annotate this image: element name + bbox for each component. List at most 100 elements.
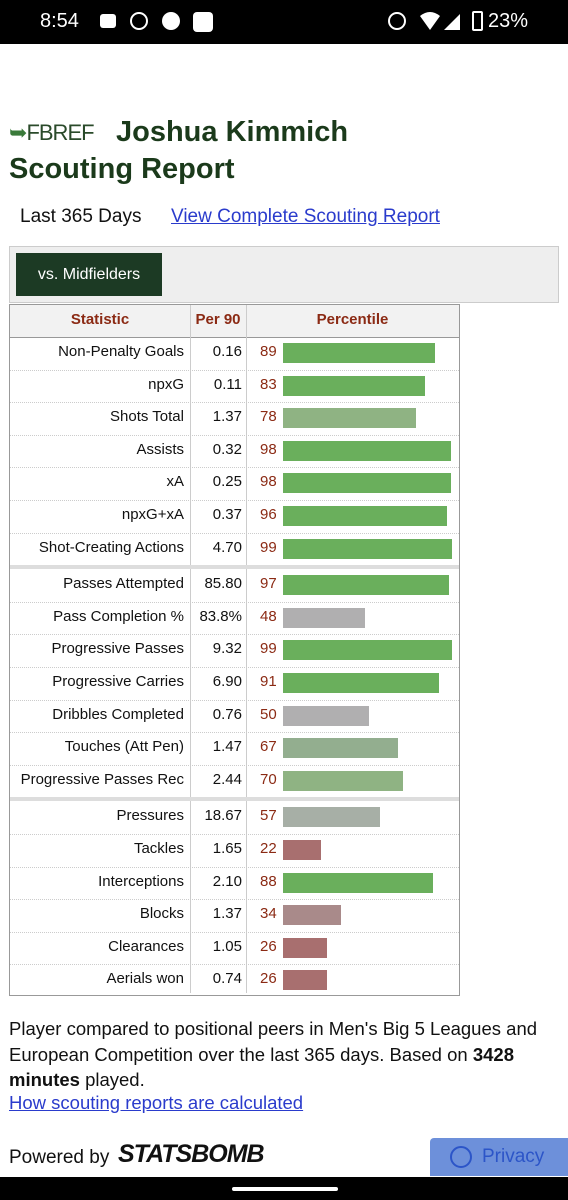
- tab-button[interactable]: vs. Midfielders: [16, 253, 162, 296]
- percentile: 57: [260, 807, 277, 825]
- stat-name: Aerials won: [106, 970, 184, 988]
- notification-icon: [162, 12, 180, 30]
- stat-name: Touches (Att Pen): [64, 738, 184, 756]
- note: Player compared to positional peers in M…: [9, 1016, 559, 1093]
- percentile-bar: [283, 937, 328, 958]
- brand-logo: STATSBOMB: [118, 1140, 265, 1168]
- stat-name: Dribbles Completed: [52, 705, 184, 723]
- percentile: 99: [260, 640, 277, 658]
- percentile-bar: [283, 538, 453, 559]
- row-line: [10, 834, 459, 835]
- row-line: [10, 532, 459, 534]
- percentile: 78: [260, 408, 277, 426]
- note-text: Player compared to positional peers in M…: [9, 1018, 538, 1065]
- percentile-bar: [283, 607, 366, 628]
- percentile-bar: [283, 970, 328, 991]
- stat-name: npxG: [148, 375, 184, 393]
- percentile-bar: [283, 408, 417, 429]
- row-line: [10, 434, 459, 436]
- battery-level: 23%: [488, 10, 529, 32]
- row-line: [10, 369, 459, 371]
- row-line: [10, 764, 459, 766]
- powered-by: Powered by: [9, 1147, 110, 1168]
- notification-icon: [193, 12, 213, 32]
- percentile: 34: [260, 905, 277, 923]
- stat-name: Progressive Carries: [52, 673, 184, 690]
- row-line: [10, 931, 459, 933]
- how-link[interactable]: How scouting reports are calculated: [9, 1092, 304, 1113]
- percentile-bar: [283, 640, 453, 661]
- per90: 6.90: [212, 673, 242, 690]
- group-separator: [10, 797, 459, 802]
- percentile-bar: [283, 770, 403, 791]
- page-title: Scouting Report: [9, 153, 235, 185]
- percentile: 89: [260, 343, 277, 360]
- stat-name: Non-Penalty Goals: [58, 343, 184, 360]
- percentile: 98: [260, 440, 277, 458]
- battery-icon: [472, 11, 483, 31]
- note-end: played.: [79, 1069, 145, 1090]
- note-minutes: 3428 minutes: [9, 1043, 514, 1091]
- stat-name: Shots Total: [110, 408, 184, 426]
- column-line: [246, 305, 247, 993]
- percentile-bar: [283, 440, 451, 461]
- per90: 85.80: [204, 575, 242, 593]
- percentile: 22: [260, 840, 277, 857]
- stat-name: Progressive Passes Rec: [20, 770, 184, 788]
- per90: 83.8%: [199, 607, 242, 625]
- logo: ➥FBREF: [9, 120, 95, 145]
- percentile-bar: [283, 343, 436, 363]
- percentile-bar: [283, 807, 381, 828]
- percentile-bar: [283, 872, 434, 893]
- per90: 1.65: [212, 840, 242, 857]
- period: Last 365 Days: [20, 206, 142, 227]
- percentile: 83: [260, 375, 277, 393]
- per90: 1.05: [212, 937, 242, 955]
- percentile-bar: [283, 375, 425, 396]
- percentile: 26: [260, 937, 277, 955]
- stat-name: Pass Completion %: [53, 607, 184, 625]
- percentile: 26: [260, 970, 277, 988]
- row-line: [10, 500, 459, 501]
- gear-icon: [450, 1146, 472, 1168]
- stat-name: npxG+xA: [121, 506, 184, 523]
- percentile: 48: [260, 607, 277, 625]
- percentile-bar: [283, 840, 321, 860]
- mute-icon: [388, 12, 406, 30]
- group-separator: [10, 565, 459, 570]
- percentile-bar: [283, 738, 398, 759]
- clock: 8:54: [40, 10, 79, 32]
- stat-name: Tackles: [133, 840, 184, 857]
- percentile-bar: [283, 473, 451, 494]
- per90: 1.37: [212, 408, 242, 426]
- per90: 0.76: [212, 705, 242, 723]
- table-header: [10, 305, 459, 338]
- column-line: [190, 305, 191, 993]
- percentile-bar: [283, 673, 439, 693]
- percentile: 50: [260, 705, 277, 723]
- stat-name: Passes Attempted: [63, 575, 184, 593]
- row-line: [10, 699, 459, 701]
- percentile: 70: [260, 770, 277, 788]
- per90: 0.32: [212, 440, 242, 458]
- status-bar: 8:54 23%: [0, 0, 568, 44]
- row-line: [10, 402, 459, 404]
- row-line: [10, 866, 459, 868]
- percentile: 97: [260, 575, 277, 593]
- row-line: [10, 467, 459, 469]
- home-indicator: [232, 1187, 338, 1191]
- percentile: 91: [260, 673, 277, 690]
- percentile: 96: [260, 506, 277, 523]
- percentile-bar: [283, 705, 369, 726]
- percentile-bar: [283, 905, 342, 926]
- percentile-bar: [283, 506, 448, 526]
- privacy-button[interactable]: Privacy: [430, 1138, 568, 1176]
- per90: 0.11: [213, 375, 242, 393]
- per90: 1.37: [212, 905, 242, 923]
- percentile: 67: [260, 738, 277, 756]
- stat-name: Clearances: [108, 937, 184, 955]
- notification-icon: [130, 12, 148, 30]
- per90: 4.70: [212, 538, 242, 556]
- scouting-link[interactable]: View Complete Scouting Report: [171, 206, 440, 227]
